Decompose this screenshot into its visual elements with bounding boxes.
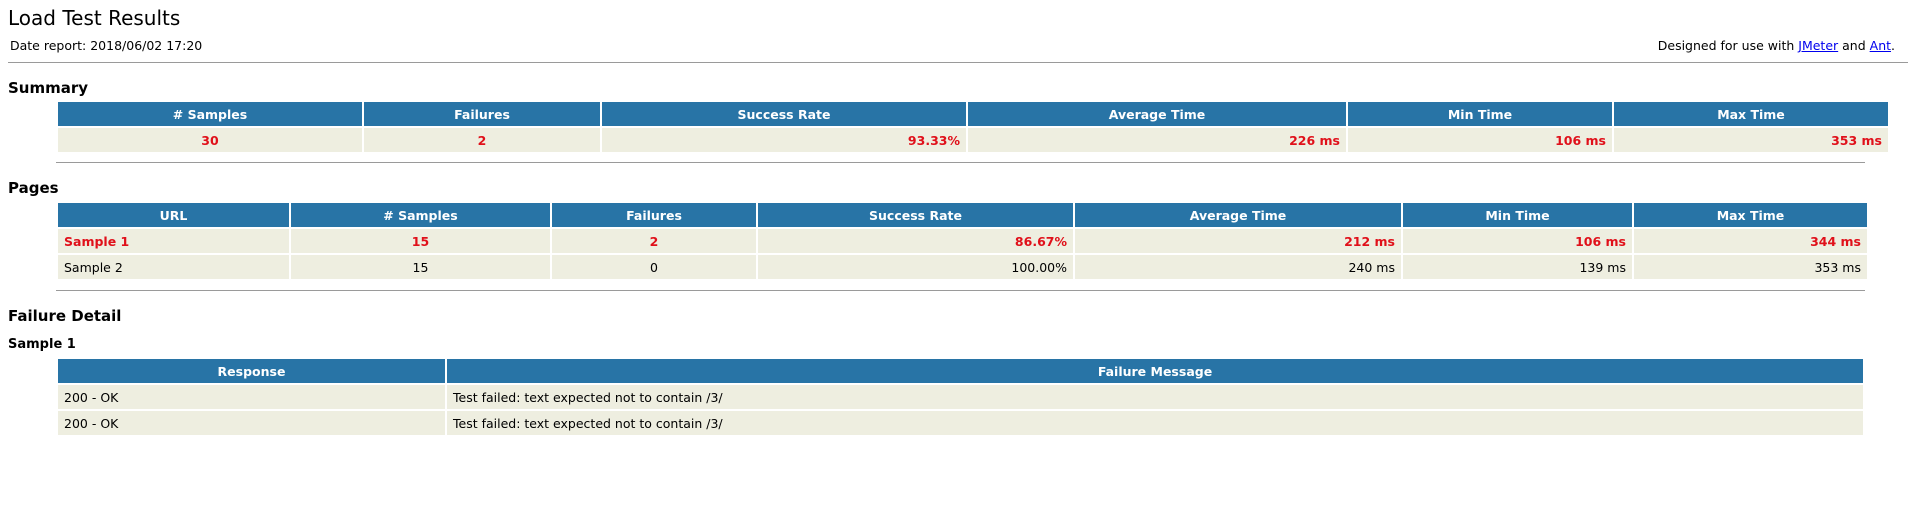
column-header: # Samples (291, 203, 550, 227)
table-row: Sample 2 15 0 100.00% 240 ms 139 ms 353 … (58, 255, 1867, 279)
pages-heading: Pages (8, 179, 59, 197)
column-header: Min Time (1348, 102, 1612, 126)
table-row: 200 - OK Test failed: text expected not … (58, 411, 1863, 435)
failure-message: Test failed: text expected not to contai… (447, 385, 1863, 409)
summary-divider (56, 162, 1865, 163)
summary-samples: 30 (58, 128, 362, 152)
summary-max-time: 353 ms (1614, 128, 1888, 152)
summary-success-rate: 93.33% (602, 128, 966, 152)
column-header: Failures (364, 102, 600, 126)
column-header: Max Time (1614, 102, 1888, 126)
header-divider (8, 62, 1908, 63)
pages-divider (56, 290, 1865, 291)
summary-heading: Summary (8, 79, 89, 97)
column-header: URL (58, 203, 289, 227)
jmeter-link[interactable]: JMeter (1798, 38, 1839, 53)
failure-header-row: Response Failure Message (58, 359, 1863, 383)
and-text: and (1838, 38, 1870, 53)
page-title: Load Test Results (8, 6, 181, 30)
summary-average-time: 226 ms (968, 128, 1346, 152)
failure-detail-heading: Failure Detail (8, 307, 122, 325)
page-average-time: 212 ms (1075, 229, 1401, 253)
page-url: Sample 2 (58, 255, 289, 279)
column-header: # Samples (58, 102, 362, 126)
column-header: Average Time (968, 102, 1346, 126)
designed-prefix: Designed for use with (1657, 38, 1799, 53)
designed-for-note: Designed for use with JMeter and Ant. (1658, 38, 1895, 53)
page-samples: 15 (291, 255, 550, 279)
page-success-rate: 100.00% (758, 255, 1073, 279)
page-failures: 0 (552, 255, 756, 279)
ant-link[interactable]: Ant (1869, 38, 1892, 53)
failure-response: 200 - OK (58, 385, 445, 409)
column-header: Failures (552, 203, 756, 227)
pages-header-row: URL # Samples Failures Success Rate Aver… (58, 203, 1867, 227)
page-min-time: 106 ms (1403, 229, 1632, 253)
table-row: 200 - OK Test failed: text expected not … (58, 385, 1863, 409)
failure-message: Test failed: text expected not to contai… (447, 411, 1863, 435)
page-average-time: 240 ms (1075, 255, 1401, 279)
column-header: Failure Message (447, 359, 1863, 383)
page-samples: 15 (291, 229, 550, 253)
failure-sample-heading: Sample 1 (8, 337, 76, 352)
column-header: Min Time (1403, 203, 1632, 227)
page-url: Sample 1 (58, 229, 289, 253)
date-report: Date report: 2018/06/02 17:20 (10, 38, 203, 53)
page-failures: 2 (552, 229, 756, 253)
column-header: Success Rate (758, 203, 1073, 227)
summary-min-time: 106 ms (1348, 128, 1612, 152)
page-max-time: 344 ms (1634, 229, 1867, 253)
summary-row: 30 2 93.33% 226 ms 106 ms 353 ms (58, 128, 1888, 152)
table-row: Sample 1 15 2 86.67% 212 ms 106 ms 344 m… (58, 229, 1867, 253)
page-min-time: 139 ms (1403, 255, 1632, 279)
column-header: Average Time (1075, 203, 1401, 227)
designed-suffix: . (1891, 38, 1895, 53)
summary-header-row: # Samples Failures Success Rate Average … (58, 102, 1888, 126)
failure-response: 200 - OK (58, 411, 445, 435)
column-header: Response (58, 359, 445, 383)
column-header: Max Time (1634, 203, 1867, 227)
pages-table: URL # Samples Failures Success Rate Aver… (56, 201, 1869, 281)
summary-failures: 2 (364, 128, 600, 152)
page-max-time: 353 ms (1634, 255, 1867, 279)
failure-detail-table: Response Failure Message 200 - OK Test f… (56, 357, 1865, 437)
page-success-rate: 86.67% (758, 229, 1073, 253)
column-header: Success Rate (602, 102, 966, 126)
summary-table: # Samples Failures Success Rate Average … (56, 100, 1890, 154)
